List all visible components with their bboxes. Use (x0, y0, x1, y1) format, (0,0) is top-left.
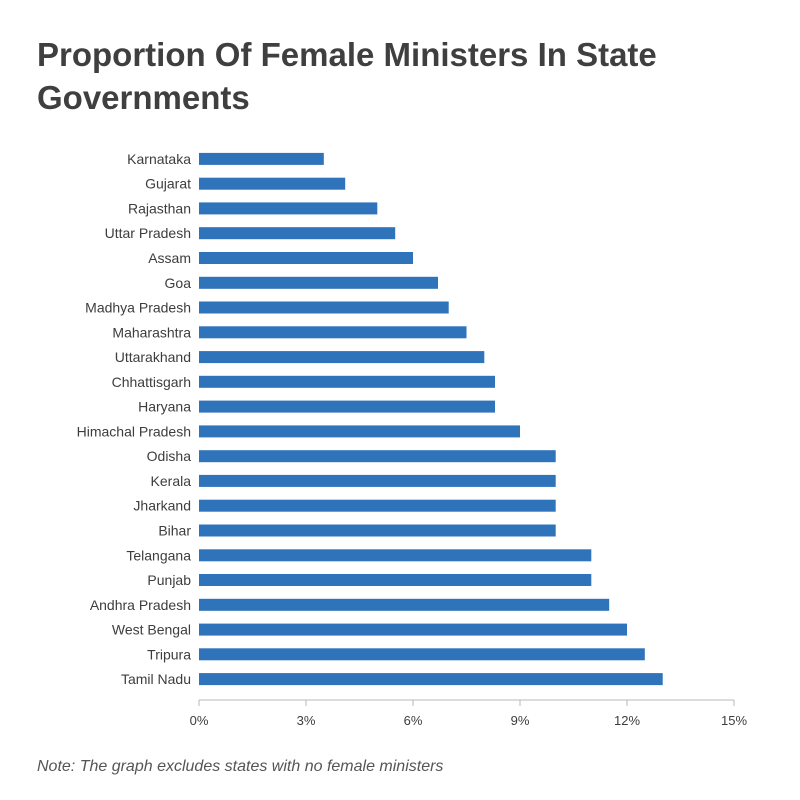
category-label: Gujarat (145, 176, 191, 192)
bar (199, 598, 610, 611)
chart-note: Note: The graph excludes states with no … (37, 758, 444, 775)
bar (199, 524, 556, 537)
category-label: Telangana (126, 547, 191, 563)
bar (199, 351, 485, 364)
bar (199, 549, 592, 562)
category-label: Tripura (147, 646, 191, 662)
category-label: Andhra Pradesh (90, 597, 191, 613)
category-label: Rajasthan (128, 200, 191, 216)
bar (199, 623, 627, 636)
bar (199, 276, 438, 289)
category-label: Goa (165, 275, 192, 291)
x-tick-label: 12% (614, 713, 640, 728)
category-label: Chhattisgarh (112, 374, 191, 390)
category-label: Tamil Nadu (121, 671, 191, 687)
bar (199, 326, 467, 339)
bar (199, 375, 495, 388)
category-label: Uttar Pradesh (105, 225, 191, 241)
category-label: Maharashtra (112, 324, 191, 340)
category-label: Himachal Pradesh (77, 423, 191, 439)
category-label: Assam (148, 250, 191, 266)
bar (199, 673, 663, 686)
x-tick-label: 6% (404, 713, 423, 728)
bar (199, 400, 495, 413)
x-tick-label: 15% (721, 713, 747, 728)
chart-title: Proportion Of Female Ministers In State … (37, 36, 657, 116)
category-label: Karnataka (127, 151, 191, 167)
bar (199, 574, 592, 586)
bar (199, 474, 556, 487)
category-label: West Bengal (112, 622, 191, 638)
bar (199, 177, 346, 190)
bar (199, 648, 645, 661)
category-label: Kerala (151, 473, 192, 489)
bar (199, 499, 556, 512)
bar (199, 202, 378, 215)
bar (199, 301, 449, 314)
bar (199, 227, 396, 240)
bar (199, 450, 556, 463)
x-tick-label: 3% (297, 713, 316, 728)
category-label: Uttarakhand (115, 349, 191, 365)
x-tick-label: 9% (511, 713, 530, 728)
category-label: Odisha (147, 448, 192, 464)
bar (199, 425, 520, 438)
x-tick-label: 0% (190, 713, 209, 728)
bar (199, 152, 324, 165)
category-label: Bihar (158, 523, 191, 539)
category-label: Punjab (147, 572, 191, 588)
bar (199, 252, 413, 264)
category-label: Jharkand (133, 498, 191, 514)
category-label: Madhya Pradesh (85, 300, 191, 316)
category-label: Haryana (138, 399, 191, 415)
